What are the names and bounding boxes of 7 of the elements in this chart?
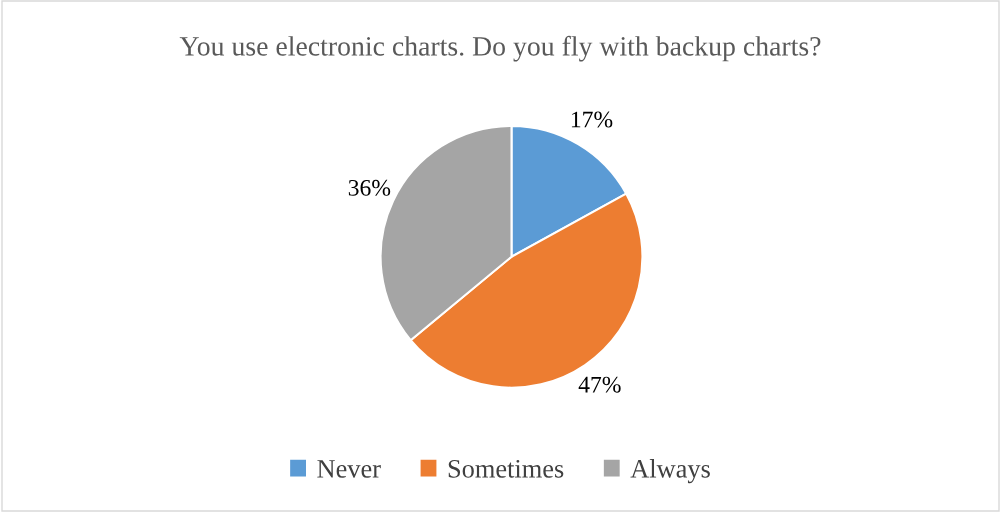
data-label: 17%: [571, 111, 613, 128]
data-label: 36%: [348, 179, 391, 196]
chart-title: You use electronic charts. Do you fly with backup charts?: [179, 35, 821, 62]
legend-label: Always: [630, 459, 710, 484]
legend-label: Sometimes: [448, 459, 564, 478]
data-label: 47%: [578, 376, 621, 393]
legend-label: Never: [317, 460, 381, 478]
